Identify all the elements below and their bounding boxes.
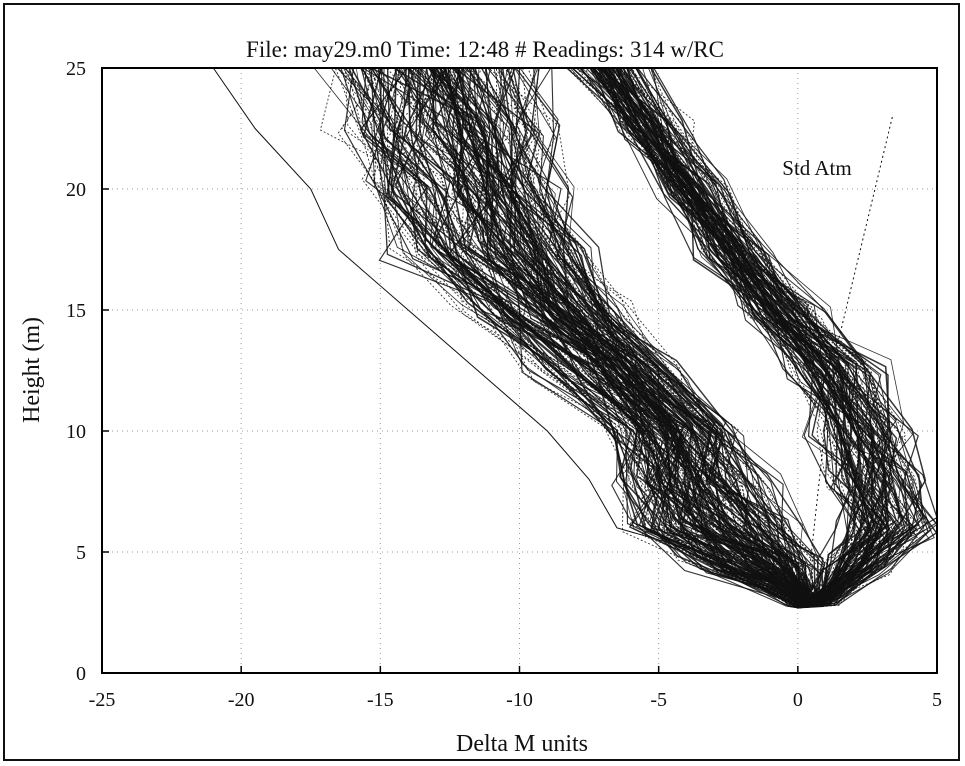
y-axis-ticks: 0 5 10 15 20 25 <box>66 58 109 685</box>
profile-line-middle <box>439 67 809 608</box>
y-axis-label: Height (m) <box>19 317 45 423</box>
profile-line-middle <box>489 67 810 609</box>
std-atm-line <box>805 116 893 601</box>
profile-line-middle <box>393 67 799 608</box>
chart-title: File: may29.m0 Time: 12:48 # Readings: 3… <box>246 37 724 62</box>
y-tick-label: 25 <box>66 58 86 80</box>
profile-line-left <box>380 67 803 608</box>
chart: File: may29.m0 Time: 12:48 # Readings: 3… <box>19 37 942 757</box>
profile-line-middle <box>439 67 799 608</box>
profile-line-left <box>360 67 799 608</box>
y-tick-label: 15 <box>66 300 86 322</box>
profile-line-middle <box>432 67 800 608</box>
profile-line-middle <box>505 67 817 609</box>
profile-line-left <box>344 67 799 609</box>
profile-line-middle <box>429 67 804 609</box>
profile-line-right <box>611 67 902 609</box>
std-atm-label: Std Atm <box>782 156 851 180</box>
profile-line-right <box>592 67 874 609</box>
profile-line-right <box>615 67 888 609</box>
profile-line-right <box>602 67 871 609</box>
profile-line-right <box>626 67 938 609</box>
profile-line-right <box>629 67 912 609</box>
x-tick-label: -5 <box>650 689 667 711</box>
y-tick-label: 10 <box>66 421 86 443</box>
profile-line-right <box>650 67 927 609</box>
profile-line-middle <box>515 67 819 609</box>
profile-line-right <box>585 67 850 609</box>
profile-line-left <box>415 67 806 608</box>
profile-line-middle <box>499 67 813 608</box>
profile-line-right <box>610 67 913 609</box>
profile-line-middle <box>449 67 812 609</box>
profile-line-middle <box>515 67 816 609</box>
profile-line-middle <box>474 67 801 608</box>
y-tick-label: 0 <box>76 663 86 685</box>
profile-line-left <box>337 67 799 609</box>
x-axis-ticks: -25 -20 -15 -10 -5 0 5 <box>89 666 942 711</box>
profile-line-right <box>616 67 900 609</box>
profile-line-right <box>630 67 882 609</box>
profile-line-right <box>599 67 908 609</box>
profile-line-middle <box>457 67 802 608</box>
x-tick-label: -10 <box>506 689 533 711</box>
profile-line-left <box>370 67 799 609</box>
profile-line-right <box>618 67 894 609</box>
profile-line-right <box>600 67 884 609</box>
profile-line-middle <box>435 67 804 608</box>
x-tick-label: -15 <box>367 689 394 711</box>
x-axis-label: Delta M units <box>456 731 588 757</box>
x-tick-label: 0 <box>793 689 803 711</box>
profile-line-right <box>584 67 859 609</box>
profile-line-middle <box>454 67 808 609</box>
profile-line-middle <box>464 67 808 608</box>
x-tick-label: -20 <box>228 689 255 711</box>
profile-line-middle <box>462 67 814 608</box>
profile-line-middle <box>386 67 799 608</box>
profile-line-left <box>348 67 799 609</box>
x-tick-label: -25 <box>89 689 116 711</box>
profile-line-middle <box>440 67 799 608</box>
profile-line-middle <box>402 67 798 609</box>
profile-line-left <box>370 67 799 609</box>
profile-line-left <box>361 67 798 609</box>
profile-line-right <box>609 67 864 609</box>
profile-line-right <box>619 67 891 609</box>
profile-line-right <box>598 67 872 609</box>
profile-line-left <box>370 67 799 608</box>
x-tick-label: 5 <box>932 689 942 711</box>
profile-line-middle <box>453 67 807 609</box>
profile-line-middle <box>453 67 806 609</box>
profile-line-middle <box>521 67 816 609</box>
profile-line-right <box>612 67 912 609</box>
profile-line-middle <box>398 67 799 609</box>
chart-frame: File: may29.m0 Time: 12:48 # Readings: 3… <box>3 3 960 761</box>
profile-line-middle <box>407 67 799 608</box>
profile-line-middle <box>423 67 799 608</box>
profile-line-middle <box>425 67 799 608</box>
profile-line-right <box>575 67 885 609</box>
profile-line-left <box>346 67 799 609</box>
profile-lines <box>212 67 938 609</box>
y-tick-label: 20 <box>66 179 86 201</box>
profile-line-left <box>388 67 799 608</box>
profile-line-middle <box>515 67 824 609</box>
profile-line-left <box>408 67 806 609</box>
profile-line-left <box>381 67 798 609</box>
profile-line-left <box>361 67 799 609</box>
profile-line-outlier <box>212 67 813 609</box>
profile-line-middle <box>497 67 813 608</box>
y-tick-label: 5 <box>76 542 86 564</box>
